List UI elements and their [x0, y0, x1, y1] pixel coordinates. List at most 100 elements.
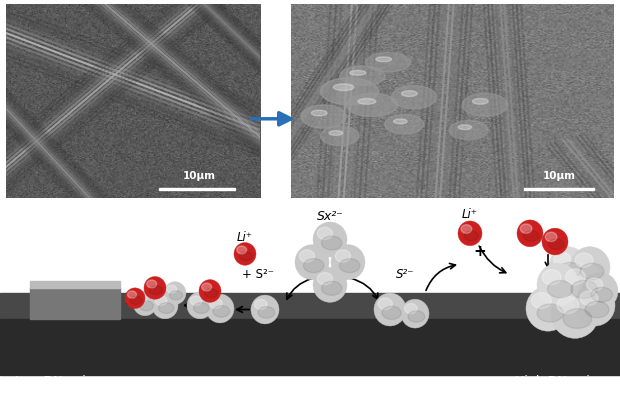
- Text: Li⁺: Li⁺: [462, 208, 478, 221]
- Ellipse shape: [537, 304, 564, 322]
- Ellipse shape: [560, 262, 604, 307]
- Polygon shape: [0, 293, 620, 319]
- Ellipse shape: [591, 287, 613, 302]
- Ellipse shape: [254, 299, 267, 310]
- Ellipse shape: [545, 232, 557, 242]
- Ellipse shape: [582, 272, 618, 310]
- Ellipse shape: [321, 78, 378, 105]
- Polygon shape: [30, 281, 120, 288]
- Polygon shape: [30, 288, 120, 319]
- Polygon shape: [0, 319, 620, 375]
- Ellipse shape: [350, 70, 366, 75]
- Ellipse shape: [404, 304, 417, 314]
- Ellipse shape: [139, 301, 153, 311]
- Ellipse shape: [331, 245, 365, 280]
- Ellipse shape: [374, 293, 406, 326]
- Ellipse shape: [199, 280, 221, 302]
- Text: High DN anion: High DN anion: [515, 375, 605, 388]
- Ellipse shape: [169, 291, 183, 300]
- Ellipse shape: [463, 93, 507, 116]
- Ellipse shape: [251, 295, 279, 324]
- Bar: [523, 188, 595, 190]
- Text: Li⁺: Li⁺: [237, 230, 253, 244]
- Ellipse shape: [155, 296, 167, 305]
- Ellipse shape: [136, 295, 147, 303]
- Ellipse shape: [258, 307, 275, 318]
- Ellipse shape: [299, 250, 314, 262]
- Text: + S²⁻: + S²⁻: [242, 268, 274, 281]
- Ellipse shape: [585, 301, 609, 318]
- Ellipse shape: [322, 236, 342, 250]
- Ellipse shape: [517, 220, 543, 247]
- Ellipse shape: [133, 291, 157, 316]
- Ellipse shape: [206, 294, 234, 323]
- Ellipse shape: [205, 289, 218, 298]
- Ellipse shape: [376, 57, 391, 62]
- Ellipse shape: [335, 250, 350, 262]
- Ellipse shape: [378, 298, 392, 310]
- Ellipse shape: [149, 286, 162, 295]
- Text: +: +: [474, 244, 486, 259]
- Ellipse shape: [313, 267, 347, 302]
- Ellipse shape: [340, 259, 360, 273]
- Ellipse shape: [144, 276, 166, 299]
- Ellipse shape: [394, 119, 407, 124]
- Text: Low DN anion: Low DN anion: [15, 375, 101, 388]
- Ellipse shape: [542, 228, 568, 255]
- Ellipse shape: [210, 299, 222, 308]
- Ellipse shape: [167, 285, 177, 293]
- Ellipse shape: [382, 306, 401, 320]
- Ellipse shape: [575, 253, 593, 267]
- Ellipse shape: [366, 52, 410, 72]
- Ellipse shape: [321, 126, 359, 146]
- Ellipse shape: [565, 269, 585, 285]
- Text: Sx²⁻: Sx²⁻: [317, 210, 343, 223]
- Ellipse shape: [164, 282, 186, 305]
- Ellipse shape: [458, 221, 482, 246]
- Ellipse shape: [571, 280, 598, 299]
- Ellipse shape: [128, 291, 136, 298]
- Ellipse shape: [542, 270, 561, 285]
- Ellipse shape: [580, 263, 604, 280]
- Ellipse shape: [559, 263, 582, 278]
- Ellipse shape: [531, 293, 551, 308]
- Ellipse shape: [152, 292, 178, 319]
- Ellipse shape: [570, 247, 610, 288]
- Ellipse shape: [450, 120, 488, 140]
- Ellipse shape: [187, 292, 213, 319]
- Ellipse shape: [237, 246, 247, 254]
- Text: 10μm: 10μm: [183, 171, 216, 181]
- Ellipse shape: [547, 280, 573, 298]
- Ellipse shape: [580, 291, 598, 305]
- Ellipse shape: [472, 99, 488, 104]
- Ellipse shape: [239, 251, 253, 261]
- Ellipse shape: [385, 114, 423, 134]
- Ellipse shape: [313, 222, 347, 257]
- Ellipse shape: [549, 239, 564, 249]
- Ellipse shape: [461, 225, 472, 233]
- Ellipse shape: [193, 303, 209, 313]
- Ellipse shape: [408, 311, 425, 322]
- Ellipse shape: [575, 285, 615, 326]
- Ellipse shape: [402, 91, 417, 97]
- Ellipse shape: [587, 278, 603, 291]
- Ellipse shape: [520, 224, 532, 233]
- Ellipse shape: [334, 84, 354, 91]
- Ellipse shape: [130, 296, 142, 305]
- Ellipse shape: [311, 110, 327, 116]
- Ellipse shape: [458, 125, 472, 129]
- Ellipse shape: [159, 303, 174, 313]
- Ellipse shape: [234, 243, 256, 265]
- Ellipse shape: [563, 309, 592, 328]
- Ellipse shape: [295, 245, 329, 280]
- Ellipse shape: [317, 227, 332, 240]
- Ellipse shape: [304, 259, 324, 273]
- Ellipse shape: [537, 263, 579, 307]
- Ellipse shape: [213, 306, 230, 317]
- Ellipse shape: [523, 230, 539, 241]
- Ellipse shape: [401, 299, 429, 328]
- Ellipse shape: [549, 247, 587, 286]
- Ellipse shape: [125, 288, 145, 308]
- Ellipse shape: [147, 280, 157, 288]
- Text: S²⁻: S²⁻: [396, 268, 414, 281]
